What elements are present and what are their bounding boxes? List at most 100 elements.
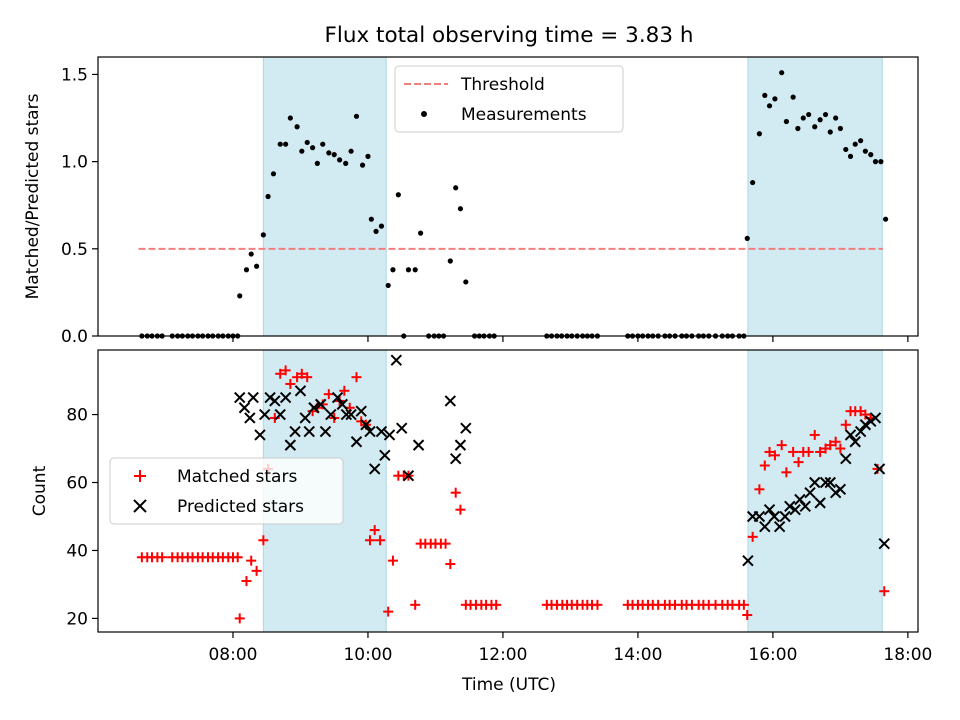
measurement-point bbox=[795, 125, 801, 132]
measurement-point bbox=[843, 146, 849, 153]
measurement-point bbox=[779, 70, 785, 76]
matched-star-point bbox=[491, 599, 502, 610]
measurement-point bbox=[756, 131, 762, 137]
y-tick-label: 1.0 bbox=[61, 153, 88, 173]
measurement-point bbox=[852, 141, 858, 147]
predicted-star-point bbox=[768, 510, 780, 523]
predicted-star-point bbox=[289, 425, 301, 438]
predicted-star-point bbox=[303, 425, 315, 438]
predicted-star-point bbox=[308, 402, 320, 414]
measurements-legend-label: Measurements bbox=[461, 105, 587, 125]
measurement-point bbox=[447, 258, 453, 264]
matched-star-point bbox=[364, 535, 375, 546]
matched-star-point bbox=[825, 440, 836, 451]
measurement-point bbox=[463, 279, 469, 285]
top-plot-panel: 0.0 0.5 1.0 1.5 Matched/Predicted stars Thr… bbox=[23, 56, 919, 347]
measurement-point bbox=[337, 157, 343, 163]
matched-star-point bbox=[592, 599, 603, 610]
x-tick-label: 18:00 bbox=[883, 645, 932, 665]
predicted-star-point bbox=[859, 419, 872, 431]
matched-star-point bbox=[285, 378, 296, 389]
measurement-point bbox=[862, 148, 868, 154]
predicted-star-point bbox=[331, 391, 344, 404]
predicted-star-point bbox=[824, 476, 836, 489]
predicted-star-point bbox=[369, 463, 381, 475]
measurement-point bbox=[359, 162, 366, 168]
measurement-point bbox=[373, 228, 379, 234]
matched-star-point bbox=[258, 535, 269, 546]
predicted-star-point bbox=[763, 503, 776, 516]
measurement-point bbox=[283, 141, 289, 147]
measurement-point bbox=[260, 232, 266, 238]
predicted-star-point bbox=[279, 391, 292, 404]
predicted-star-point bbox=[364, 425, 376, 438]
matched-star-point bbox=[759, 460, 770, 471]
top-x-axis-ticks bbox=[232, 336, 909, 342]
shaded-interval-2 bbox=[747, 349, 883, 633]
measurement-point bbox=[265, 193, 271, 200]
measurement-point bbox=[320, 141, 326, 147]
bottom-x-axis-ticks: 08:00 10:00 12:00 14:00 16:00 18:00 bbox=[208, 632, 932, 665]
matched-star-point bbox=[296, 368, 307, 379]
matched-star-point bbox=[840, 419, 851, 430]
predicted-star-point bbox=[379, 449, 391, 462]
predicted-star-point bbox=[759, 520, 771, 533]
matched-star-point bbox=[742, 610, 753, 621]
measurement-point bbox=[304, 139, 310, 146]
matched-star-point bbox=[440, 538, 451, 549]
measurement-point bbox=[762, 92, 768, 98]
matched-star-point bbox=[879, 586, 890, 597]
measurement-point bbox=[314, 160, 320, 166]
measurement-point bbox=[299, 148, 305, 154]
top-y-axis-label: Matched/Predicted stars bbox=[23, 93, 43, 299]
measurement-point bbox=[833, 115, 839, 121]
y-tick-label: 60 bbox=[66, 474, 88, 494]
top-legend: Threshold Measurements bbox=[394, 65, 624, 133]
measurement-point bbox=[783, 118, 789, 125]
predicted-star-point bbox=[390, 354, 403, 366]
threshold-legend-label: Threshold bbox=[460, 75, 545, 95]
predicted-star-point bbox=[878, 537, 890, 550]
predicted-legend-swatch bbox=[133, 499, 147, 513]
chart-title: Flux total observing time = 3.83 h bbox=[325, 23, 694, 48]
x-tick-label: 12:00 bbox=[478, 645, 527, 665]
measurement-point bbox=[237, 293, 243, 299]
predicted-star-point bbox=[869, 412, 882, 424]
measurement-point bbox=[806, 111, 812, 118]
matched-star-point bbox=[339, 385, 350, 396]
matched-star-point bbox=[788, 446, 799, 457]
measurement-point bbox=[326, 150, 332, 156]
predicted-star-point bbox=[340, 408, 353, 421]
predicted-star-point bbox=[244, 412, 256, 424]
predicted-star-point bbox=[360, 419, 372, 431]
x-tick-label: 10:00 bbox=[343, 645, 392, 665]
measurement-point bbox=[827, 129, 833, 135]
shaded-interval-1 bbox=[262, 56, 387, 337]
predicted-star-point bbox=[742, 554, 754, 567]
predicted-star-point bbox=[269, 395, 281, 407]
predicted-star-point bbox=[814, 497, 826, 509]
measurement-point bbox=[800, 115, 806, 121]
matched-star-point bbox=[157, 552, 168, 563]
measurement-point bbox=[837, 125, 843, 132]
matched-star-point bbox=[754, 484, 765, 495]
matched-star-point bbox=[793, 457, 804, 468]
predicted-legend-label: Predicted stars bbox=[177, 497, 304, 517]
matched-star-point bbox=[246, 555, 257, 566]
predicted-star-point bbox=[383, 429, 396, 441]
top-plot-frame bbox=[97, 56, 919, 337]
matched-star-point bbox=[455, 504, 466, 515]
predicted-star-point bbox=[834, 483, 847, 496]
predicted-star-point bbox=[849, 436, 861, 448]
predicted-star-point bbox=[784, 500, 796, 512]
predicted-star-point bbox=[274, 408, 286, 421]
measurement-point bbox=[348, 148, 354, 154]
predicted-star-point bbox=[284, 439, 297, 451]
matched-star-point bbox=[769, 450, 780, 461]
measurement-point bbox=[847, 153, 854, 159]
predicted-star-point bbox=[336, 398, 349, 411]
matched-star-point bbox=[351, 372, 362, 383]
measurement-point bbox=[457, 206, 464, 212]
measurement-point bbox=[412, 267, 418, 273]
